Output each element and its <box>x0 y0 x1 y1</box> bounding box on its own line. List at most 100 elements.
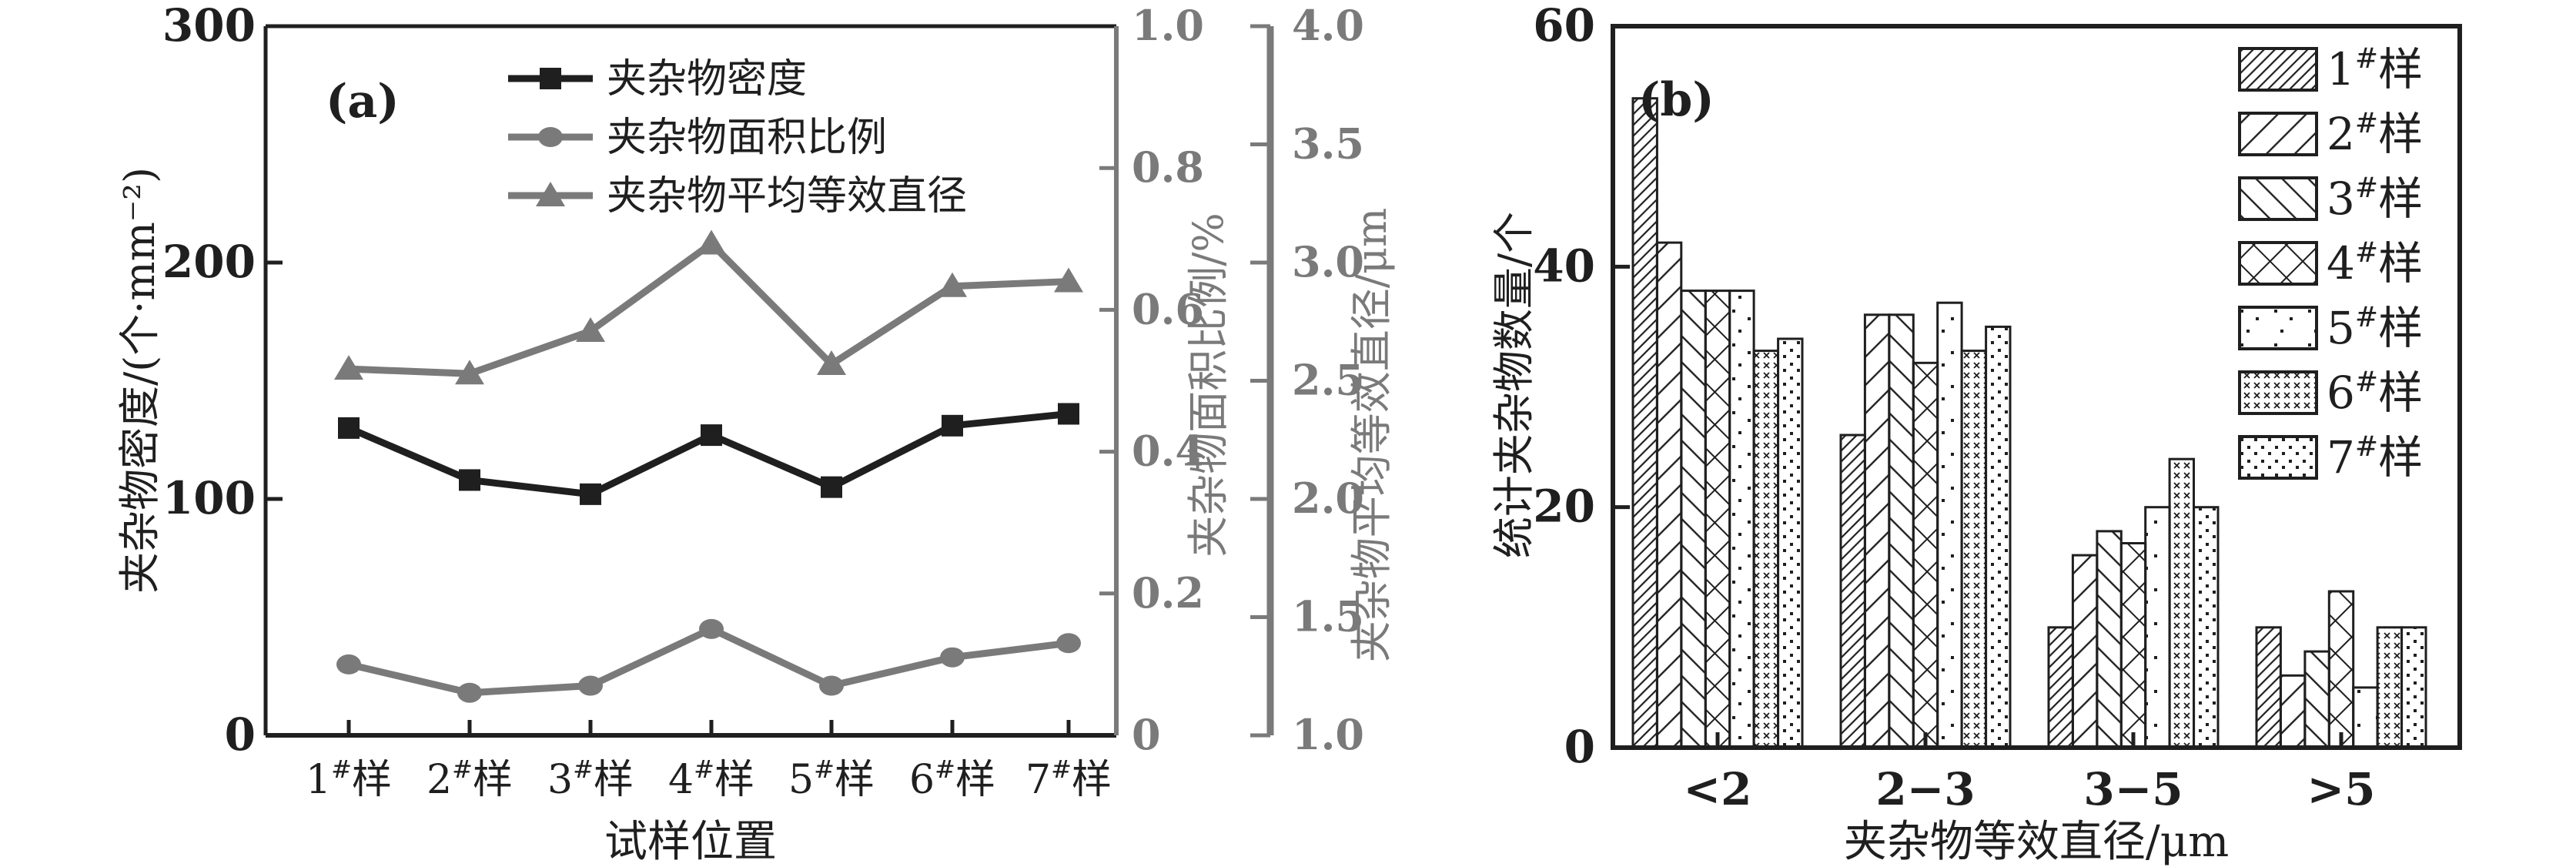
bar-sample5-bin1 <box>1728 290 1755 749</box>
bar-sample1-bin2 <box>1839 434 1866 749</box>
x-tick-label-sample: 1#样 <box>306 755 392 803</box>
diameter-axis-tick-label: 1.0 <box>1292 710 1364 759</box>
density-marker <box>1058 403 1079 425</box>
x-tick-label-sample: 2#样 <box>427 755 513 803</box>
area-ratio-marker <box>1056 633 1081 654</box>
panel-b-letter: (b) <box>1638 73 1715 127</box>
left-axis-tick-label: 100 <box>162 472 256 524</box>
area-axis-title: 夹杂物面积比例/% <box>1184 213 1233 557</box>
density-marker <box>942 414 963 437</box>
bar-sample4-bin4 <box>2327 590 2355 749</box>
area-ratio-marker <box>699 618 724 639</box>
legend-swatch-sample5 <box>2238 306 2318 350</box>
density-marker <box>580 483 601 505</box>
x-tick-label-sample: 5#样 <box>788 755 875 803</box>
legend-density-marker <box>540 68 561 89</box>
x-tick-label-sample: 3#样 <box>547 755 634 803</box>
avg-diameter-marker <box>334 355 363 380</box>
legend-swatch-sample3 <box>2238 176 2318 221</box>
panel-b-y-axis-title: 统计夹杂物数量/个 <box>1490 212 1538 558</box>
bar-sample1-bin3 <box>2047 626 2074 749</box>
x-tick-label-sample: 7#样 <box>1025 755 1112 803</box>
area-axis-tick-label: 0.4 <box>1132 427 1204 476</box>
avg-diameter-marker <box>697 229 726 255</box>
panel-b-y-tick-label: 60 <box>1533 0 1595 52</box>
bar-sample5-bin4 <box>2352 686 2379 749</box>
legend-swatch-sample7 <box>2238 435 2318 480</box>
bar-sample1-bin1 <box>1631 97 1658 749</box>
legend-label-sample7: 7#样 <box>2327 431 2423 484</box>
bar-sample7-bin1 <box>1777 337 1804 749</box>
bar-sample3-bin3 <box>2096 530 2123 749</box>
bar-sample1-bin4 <box>2255 626 2282 749</box>
left-axis-title: 夹杂物密度/(个·mm⁻²) <box>115 167 164 594</box>
bar-sample6-bin2 <box>1960 350 1988 749</box>
area-ratio-marker <box>457 682 482 703</box>
panel-b-plot-border <box>1611 24 2462 750</box>
panel-b-x-tick-label: <2 <box>1684 763 1752 815</box>
legend-swatch-sample2 <box>2238 112 2318 156</box>
avg-diameter-marker <box>576 317 605 343</box>
area-ratio-marker <box>336 654 361 675</box>
area-axis-tick-label: 0.8 <box>1132 142 1204 192</box>
bar-sample6-bin4 <box>2376 626 2404 749</box>
left-axis-tick-label: 0 <box>225 708 256 761</box>
panel-a-line-chart: 0 100 200 300 0 0.2 0.4 0.6 0.8 1.0 1.0 1.5 2.0 2.5 3.… <box>115 0 1396 867</box>
legend-avg-diameter-marker <box>536 182 565 206</box>
density-marker <box>459 469 480 491</box>
area-ratio-marker <box>578 675 603 696</box>
legend-swatch-sample4 <box>2238 241 2318 286</box>
bar-sample2-bin4 <box>2279 674 2307 749</box>
bar-sample3-bin4 <box>2303 650 2330 749</box>
panel-b-x-tick-label: >5 <box>2307 763 2376 815</box>
area-ratio-marker <box>819 675 844 696</box>
avg-diameter-marker <box>455 360 484 385</box>
panel-b-bar-chart: 0 20 40 60 <2 2−3 3−5 >5 夹杂物等效直径/μm 统计夹杂物数量/个 (b) 1… <box>1490 0 2462 867</box>
legend-label-sample1: 1#样 <box>2327 43 2423 95</box>
bar-sample2-bin1 <box>1655 241 1683 749</box>
density-marker <box>338 417 360 439</box>
density-marker <box>821 476 842 498</box>
legend-label-avg-diameter: 夹杂物平均等效直径 <box>607 173 967 219</box>
bar-sample2-bin3 <box>2071 554 2099 749</box>
bar-sample4-bin1 <box>1704 290 1731 749</box>
legend-label-sample6: 6#样 <box>2327 367 2423 419</box>
bar-sample3-bin2 <box>1888 313 1915 749</box>
avg-diameter-series-line <box>348 239 1069 377</box>
bar-sample7-bin4 <box>2400 626 2427 749</box>
legend-swatch-sample6 <box>2238 370 2318 415</box>
left-axis-tick-label: 200 <box>162 236 256 288</box>
panel-b-y-tick-label: 40 <box>1533 239 1595 292</box>
bar-sample3-bin1 <box>1680 290 1707 749</box>
bar-sample2-bin2 <box>1863 313 1891 749</box>
bar-sample4-bin3 <box>2119 542 2147 749</box>
diameter-axis-tick-label: 3.5 <box>1292 119 1364 169</box>
x-tick-label-sample: 4#样 <box>668 755 754 803</box>
panel-a-letter: (a) <box>326 75 400 129</box>
panel-b-x-axis-title: 夹杂物等效直径/μm <box>1844 817 2229 867</box>
legend-area-ratio-marker <box>538 127 563 147</box>
bar-sample5-bin2 <box>1936 301 1963 749</box>
bar-sample4-bin2 <box>1912 361 1939 749</box>
panel-a-x-axis-title: 试样位置 <box>604 817 777 867</box>
area-axis-tick-label: 0 <box>1132 710 1161 759</box>
bar-sample7-bin2 <box>1985 325 2012 749</box>
avg-diameter-marker <box>1054 267 1083 293</box>
legend-label-sample3: 3#样 <box>2327 172 2423 225</box>
panel-b-y-tick-label: 20 <box>1533 480 1595 533</box>
diameter-axis-tick-label: 4.0 <box>1292 1 1364 50</box>
diameter-axis-tick-label: 1.5 <box>1292 592 1364 641</box>
x-tick-label-sample: 6#样 <box>909 755 995 803</box>
diameter-axis-tick-label: 3.0 <box>1292 237 1364 286</box>
panel-b-x-tick-label: 3−5 <box>2083 763 2183 815</box>
density-marker <box>701 424 722 447</box>
area-axis-tick-label: 0.6 <box>1132 284 1204 333</box>
bar-sample5-bin3 <box>2144 506 2171 749</box>
bar-sample6-bin3 <box>2168 457 2196 749</box>
diameter-axis-tick-label: 2.5 <box>1292 356 1364 405</box>
legend-label-area-ratio: 夹杂物面积比例 <box>607 115 887 161</box>
legend-label-density: 夹杂物密度 <box>607 56 807 102</box>
avg-diameter-marker <box>938 272 967 297</box>
